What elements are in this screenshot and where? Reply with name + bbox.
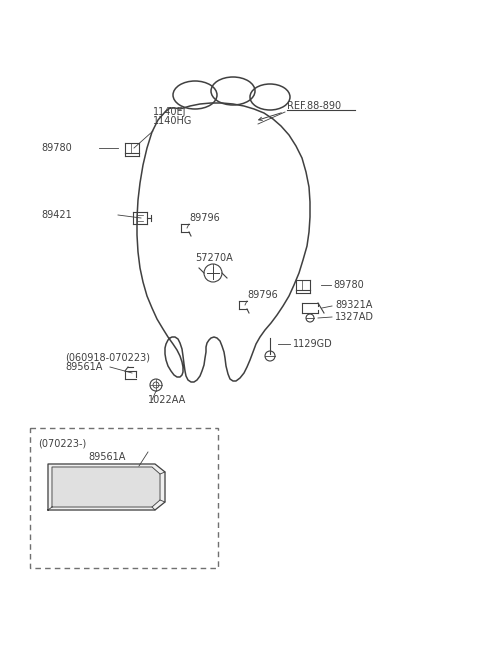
Text: 89561A: 89561A bbox=[88, 452, 125, 462]
Text: REF.88-890: REF.88-890 bbox=[287, 101, 341, 111]
Text: 1327AD: 1327AD bbox=[335, 312, 374, 322]
Text: 89321A: 89321A bbox=[335, 300, 372, 310]
Polygon shape bbox=[48, 464, 165, 510]
Text: 89421: 89421 bbox=[41, 210, 72, 220]
Text: 89780: 89780 bbox=[41, 143, 72, 153]
Bar bbox=[30, 428, 218, 568]
Text: (070223-): (070223-) bbox=[38, 438, 86, 448]
Text: 1140EJ: 1140EJ bbox=[153, 107, 187, 117]
Text: 1129GD: 1129GD bbox=[293, 339, 333, 349]
Text: 1022AA: 1022AA bbox=[148, 395, 186, 405]
Text: 57270A: 57270A bbox=[195, 253, 233, 263]
Text: 89561A: 89561A bbox=[65, 362, 102, 372]
Text: (060918-070223): (060918-070223) bbox=[65, 353, 150, 363]
Polygon shape bbox=[52, 467, 160, 507]
Text: 1140HG: 1140HG bbox=[153, 116, 192, 126]
Text: 89780: 89780 bbox=[333, 280, 364, 290]
Text: 89796: 89796 bbox=[189, 213, 220, 223]
Text: 89796: 89796 bbox=[247, 290, 278, 300]
